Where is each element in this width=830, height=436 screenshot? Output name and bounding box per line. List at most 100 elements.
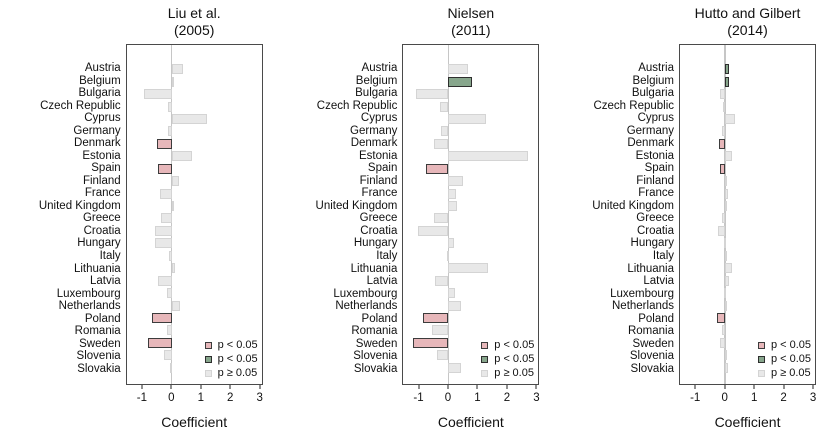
x-tick-label: -1 [690,392,701,404]
category-label: Estonia [82,149,121,162]
coefficient-bar [148,337,172,348]
bar-row [403,138,538,150]
category-label: Sweden [355,337,398,350]
bar-row [680,200,815,212]
zero-line [447,45,450,384]
category-label: Italy [376,249,398,262]
bar-row [403,75,538,87]
legend-label: p ≥ 0.05 [217,367,258,379]
legend-label: p < 0.05 [494,339,535,351]
coefficient-bar [448,263,488,274]
plot-area: p < 0.05 p < 0.05 p ≥ 0.05 [679,44,817,385]
legend-label: p ≥ 0.05 [770,367,811,379]
legend-label: p < 0.05 [217,339,258,351]
category-label: France [638,187,675,200]
category-label: Italy [652,249,675,262]
coefficient-bar [167,101,172,112]
bar-row [127,113,262,125]
coefficient-bar [160,188,172,199]
x-tick-label: 3 [533,392,540,404]
coefficient-bar [435,275,449,286]
bar-row [680,225,815,237]
coefficient-bar [722,126,725,137]
coefficient-bar [717,225,725,236]
category-label: Slovenia [76,350,121,363]
bar-row [127,274,262,286]
coefficient-bar [725,64,730,75]
category-label: Croatia [360,224,398,237]
coefficient-bar [448,238,454,249]
bar-row [127,237,262,249]
category-label: Romania [74,325,121,338]
category-label: Slovakia [630,362,675,375]
category-label: United Kingdom [315,199,398,212]
x-tick-mark [724,385,726,389]
bar-row [403,337,538,349]
category-label: Belgium [632,74,675,87]
category-label: Estonia [358,149,398,162]
category-label: Germany [73,124,121,137]
coefficient-bar [448,176,463,187]
bar-row [680,138,815,150]
x-tick-mark [229,385,231,389]
category-label: Austria [84,62,121,75]
category-label: Hungary [353,237,398,250]
coefficient-bar [171,64,184,75]
x-tick-mark [141,385,143,389]
category-label: Slovenia [629,350,675,363]
bar-row [403,262,538,274]
bar-row [127,312,262,324]
category-label: Lithuania [627,262,675,275]
bar-row [680,75,815,87]
category-label: Denmark [74,137,121,150]
bar-row [403,88,538,100]
category-label: Austria [638,62,675,75]
category-label: Cyprus [637,112,675,125]
coefficient-bar [725,362,729,373]
coefficient-bar [166,288,172,299]
category-label: Italy [99,249,121,262]
category-label: Netherlands [612,300,675,313]
coefficient-bar [725,250,728,261]
legend-label: p < 0.05 [770,339,812,351]
bar-row [680,324,815,336]
panel-title-text: Hutto and Gilbert [694,5,801,21]
coefficient-bar [725,188,729,199]
x-axis: -1 0 1 2 3 Coefficient [402,385,540,436]
bar-row [403,274,538,286]
bar-row [680,337,815,349]
panel-title: Nielsen (2011) [402,0,539,44]
category-label: France [84,187,121,200]
category-label: Slovakia [77,362,121,375]
legend-swatch-sig_pos [757,355,765,363]
bar-row [127,324,262,336]
coefficient-bar [720,89,725,100]
coefficient-bar [413,337,449,348]
category-label: Poland [361,312,398,325]
bar-row [680,212,815,224]
bar-row [680,125,815,137]
bar-row [680,163,815,175]
x-tick-label: 2 [503,392,511,404]
coefficient-bar [725,263,732,274]
coefficient-bar [448,288,455,299]
bar-row [403,299,538,311]
legend-label: p ≥ 0.05 [494,367,534,379]
category-label: Cyprus [360,112,398,125]
x-tick-label: 2 [780,392,787,404]
x-tick-mark [694,385,696,389]
bar-row [127,262,262,274]
x-tick-label: 2 [227,392,234,404]
coefficient-bar [725,300,728,311]
bar-row [403,237,538,249]
bar-row [127,362,262,374]
category-labels: Austria Belgium Bulgaria Czech Republic Cypr… [277,44,403,385]
coefficient-bar [720,163,725,174]
bar-row [680,63,815,75]
bar-row [680,100,815,112]
category-label: Latvia [89,275,121,288]
x-tick-label: 1 [197,392,204,404]
category-labels: Austria Belgium Bulgaria Czech Republic Cypr… [0,44,126,385]
category-label: Finland [82,174,121,187]
